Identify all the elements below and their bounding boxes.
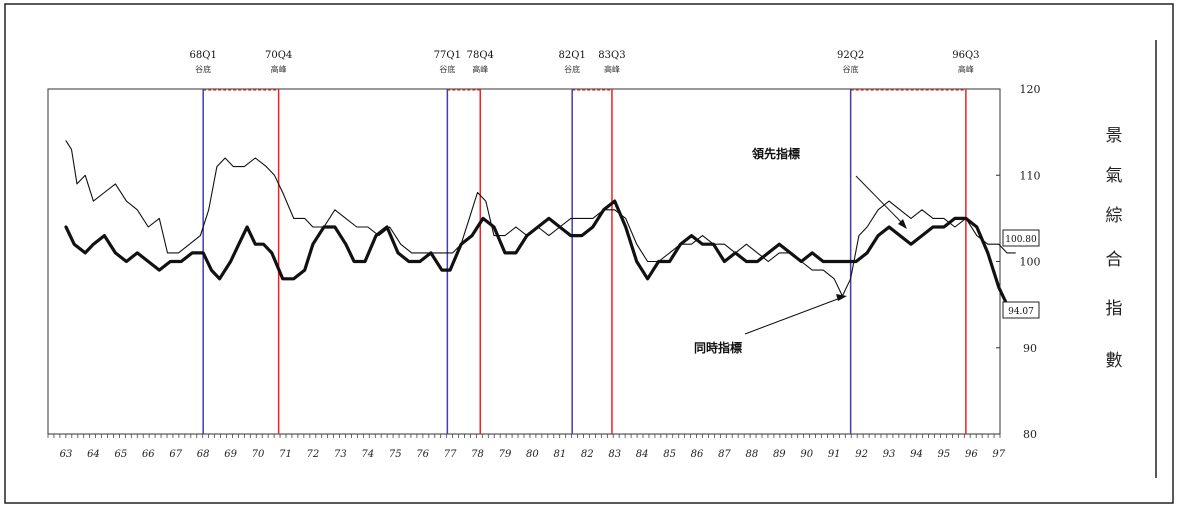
- x-tick-label: 90: [800, 449, 813, 460]
- turning-point-label: 82Q1: [559, 50, 586, 61]
- turning-point-sublabel: 高峰: [271, 64, 287, 74]
- coincident-annotation-arrow: [744, 296, 844, 335]
- x-tick-label: 65: [115, 449, 128, 460]
- turning-point-sublabel: 谷底: [843, 64, 859, 74]
- right-title-char: 景: [1106, 126, 1123, 146]
- leading-annotation-label: 領先指標: [751, 146, 800, 161]
- x-tick-label: 66: [142, 449, 155, 460]
- right-title-char: 指: [1106, 299, 1123, 319]
- x-tick-label: 74: [361, 449, 374, 460]
- x-tick-label: 89: [773, 449, 786, 460]
- leading-end-box: [1002, 229, 1040, 247]
- outer-border: [4, 3, 1174, 504]
- x-tick-label: 76: [416, 449, 429, 460]
- y-tick-label: 110: [1020, 169, 1041, 182]
- turning-point-sublabel: 高峰: [472, 64, 488, 74]
- right-title-char: 綜: [1106, 206, 1123, 226]
- x-tick-label: 88: [746, 449, 759, 460]
- leading-annotation-arrow: [855, 175, 906, 227]
- x-tick-label: 91: [828, 449, 841, 460]
- right-title-char: 合: [1106, 250, 1123, 270]
- x-tick-label: 85: [663, 449, 676, 460]
- x-tick-label: 75: [389, 449, 402, 460]
- turning-point-sublabel: 谷底: [195, 64, 211, 74]
- x-tick-label: 70: [252, 449, 265, 460]
- x-tick-label: 92: [855, 449, 868, 460]
- turning-point-labels: 68Q1 谷底 70Q4 高峰 77Q1 谷底 78Q4 高峰 82Q1 谷底 83Q3 高峰 92Q2…: [190, 50, 980, 74]
- x-tick-label: 83: [608, 449, 621, 460]
- x-tick-label: 93: [883, 449, 896, 460]
- right-title-char: 數: [1106, 351, 1123, 371]
- x-tick-label: 71: [279, 449, 292, 460]
- turning-point-label: 68Q1: [190, 50, 217, 61]
- turning-point-sublabel: 高峰: [604, 64, 620, 74]
- x-tick-label: 97: [992, 449, 1005, 460]
- turning-point-label: 78Q4: [467, 50, 494, 61]
- x-tick-label: 96: [965, 449, 978, 460]
- y-tick-label: 100: [1020, 256, 1041, 269]
- end-value-labels: 100.80 94.07: [1002, 229, 1040, 319]
- coincident-series-line: [64, 199, 1017, 315]
- x-tick-label: 69: [224, 449, 237, 460]
- x-tick-label: 68: [197, 449, 210, 460]
- x-tick-label: 80: [526, 449, 539, 460]
- turning-point-sublabel: 谷底: [439, 64, 455, 74]
- coincident-annotation-label: 同時指標: [694, 340, 742, 355]
- turning-point-label: 83Q3: [598, 50, 625, 61]
- y-tick-label: 80: [1023, 428, 1037, 441]
- x-tick-label: 77: [444, 449, 457, 460]
- x-tick-label: 94: [910, 449, 923, 460]
- leading-arrow-head: [898, 219, 907, 229]
- turning-point-label: 77Q1: [434, 50, 461, 61]
- leading-end-value: 100.80: [1005, 235, 1037, 245]
- coincident-arrow-head: [836, 294, 847, 301]
- x-tick-label: 86: [691, 449, 704, 460]
- x-tick-label: 78: [471, 449, 484, 460]
- turning-point-lines: [202, 89, 967, 434]
- leading-series-line: [65, 140, 1016, 297]
- x-tick-label: 63: [60, 449, 73, 460]
- coincident-end-value: 94.07: [1008, 307, 1034, 317]
- x-tick-label: 67: [169, 449, 182, 460]
- x-tick-label: 64: [87, 449, 100, 460]
- turning-point-sublabel: 高峰: [958, 64, 974, 74]
- coincident-end-box: [1002, 301, 1040, 319]
- right-title-char: 氣: [1106, 166, 1123, 186]
- x-tick-label: 84: [636, 449, 649, 460]
- turning-point-label: 70Q4: [265, 50, 292, 61]
- turning-point-label: 96Q3: [952, 50, 979, 61]
- x-tick-label: 73: [334, 449, 347, 460]
- x-axis: 63 64 65 66 67 68 69 70 71 72 73 74 75 76 77 78 79 80 81 82…: [47, 434, 1006, 460]
- x-tick-label: 95: [938, 449, 951, 460]
- series-group: [64, 140, 1017, 315]
- y-tick-label: 120: [1020, 83, 1041, 96]
- turning-point-label: 92Q2: [837, 50, 864, 61]
- y-axis: 80 90 100 110 120: [996, 83, 1041, 441]
- right-title: 景 氣 綜 合 指 數: [1106, 126, 1123, 371]
- x-tick-label: 87: [718, 449, 731, 460]
- turning-point-sublabel: 谷底: [564, 64, 580, 74]
- x-tick-label: 82: [581, 449, 594, 460]
- y-tick-label: 90: [1023, 342, 1037, 355]
- x-tick-label: 81: [553, 449, 566, 460]
- x-tick-label: 72: [307, 449, 320, 460]
- x-tick-label: 79: [499, 449, 512, 460]
